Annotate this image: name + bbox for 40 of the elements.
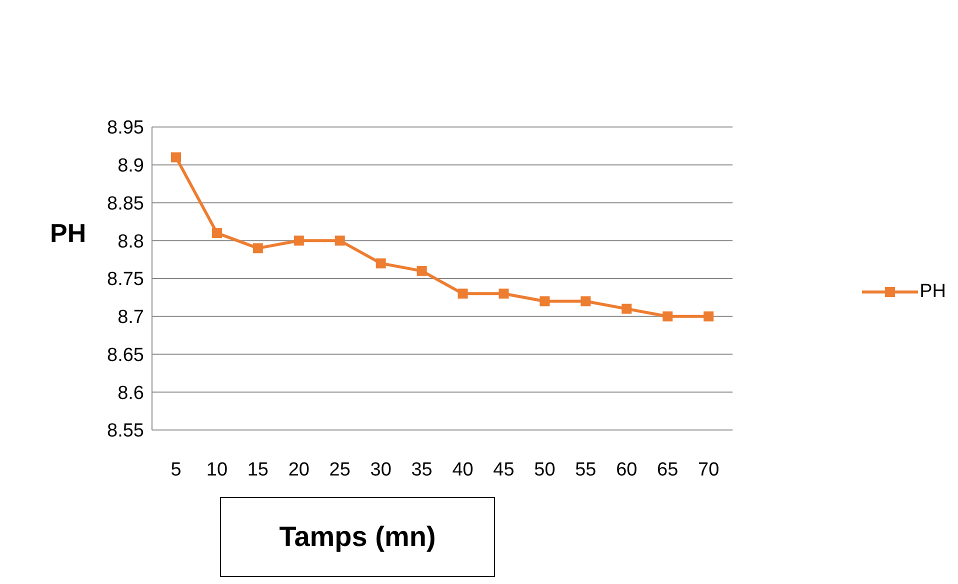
point xyxy=(704,311,714,322)
label-frame: Tamps (mn) xyxy=(220,497,495,577)
x-tick-label: 10 xyxy=(206,459,228,480)
y-tick-label: 8.75 xyxy=(107,269,144,290)
x-tick-label: 20 xyxy=(288,459,310,480)
point xyxy=(252,243,263,254)
x-tick-label: 40 xyxy=(452,459,474,480)
point xyxy=(334,236,345,246)
x-tick-label: 50 xyxy=(534,459,556,480)
y-tick-label: 8.6 xyxy=(118,382,144,404)
point xyxy=(212,228,222,238)
point xyxy=(580,296,591,306)
x-tick-label: 55 xyxy=(575,459,596,480)
point xyxy=(171,152,181,162)
x-tick-label: 45 xyxy=(493,459,514,480)
x-tick-label: 30 xyxy=(370,459,392,480)
y-tick-label: 8.7 xyxy=(118,307,144,328)
legend-label: PH xyxy=(920,281,946,303)
y-tick-label: 8.85 xyxy=(107,193,144,214)
point xyxy=(294,236,304,246)
x-tick-label: 60 xyxy=(616,459,638,480)
x-tick-label: 25 xyxy=(329,459,350,480)
point xyxy=(498,288,509,299)
point xyxy=(416,266,427,276)
y-tick-label: 8.65 xyxy=(107,344,144,366)
x-tick-label: 15 xyxy=(247,459,269,480)
y-tick-label: 8.95 xyxy=(107,118,144,139)
x-tick-label: 65 xyxy=(657,459,678,480)
y-tick-label: 8.55 xyxy=(107,420,144,442)
point xyxy=(540,296,550,306)
x-tick-label: 5 xyxy=(170,459,182,480)
point xyxy=(662,311,673,322)
y-axis-title: PH xyxy=(50,218,86,248)
y-tick-label: 8.8 xyxy=(118,231,144,252)
y-tick-label: 8.9 xyxy=(118,156,144,177)
x-tick-label: 70 xyxy=(698,459,720,480)
point xyxy=(458,288,468,299)
point xyxy=(376,258,386,268)
x-tick-label: 35 xyxy=(411,459,432,480)
point xyxy=(622,304,632,314)
